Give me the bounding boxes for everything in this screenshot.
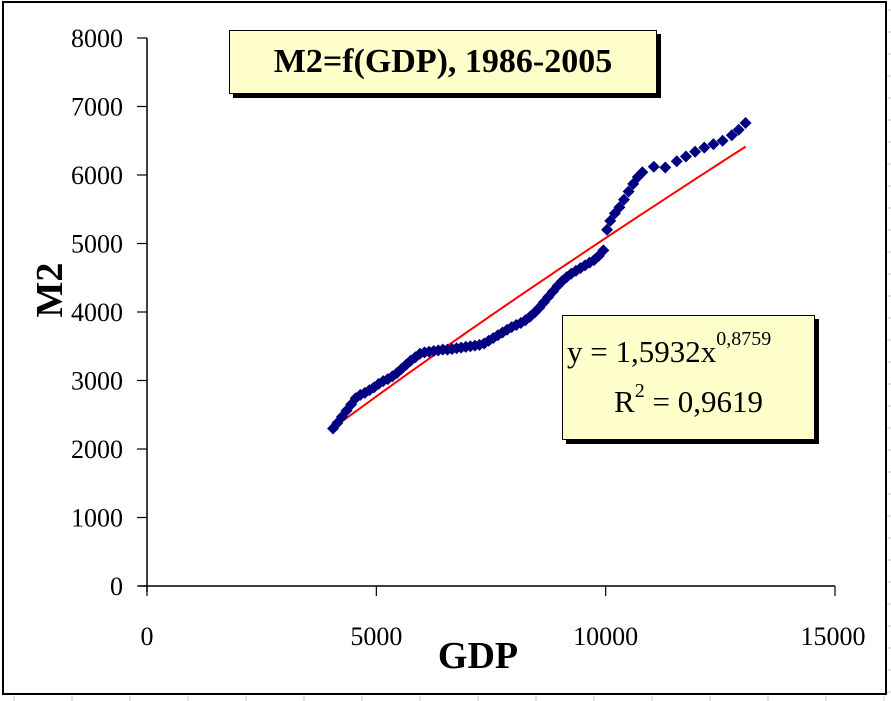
- spreadsheet-gridline-edge: [887, 9, 891, 693]
- equation-main: y = 1,5932x: [567, 334, 717, 369]
- chart-title: M2=f(GDP), 1986-2005: [229, 30, 657, 94]
- x-tick-label: 0: [141, 622, 154, 651]
- r2-label: R: [614, 384, 635, 419]
- data-point: [659, 161, 672, 174]
- data-point: [679, 150, 692, 163]
- r2-exponent: 2: [634, 380, 645, 402]
- y-tick-label: 8000: [71, 24, 123, 53]
- x-tick-label: 10000: [573, 622, 638, 651]
- y-tick-label: 1000: [71, 504, 123, 533]
- x-tick-label: 15000: [801, 622, 866, 651]
- y-tick-label: 4000: [71, 298, 123, 327]
- axes: [139, 38, 835, 592]
- y-tick-label: 7000: [71, 93, 123, 122]
- data-point: [647, 160, 660, 173]
- data-point: [698, 141, 711, 154]
- data-point: [618, 193, 631, 206]
- y-axis-label: M2: [29, 263, 71, 318]
- y-tick-label: 5000: [71, 230, 123, 259]
- data-point: [597, 244, 610, 257]
- trendline-equation-box: y = 1,5932x0,8759 R2 = 0,9619: [562, 315, 815, 440]
- data-point: [613, 201, 626, 214]
- y-tick-label: 3000: [71, 367, 123, 396]
- trendline: [332, 145, 747, 430]
- data-point: [601, 223, 614, 236]
- trendline-equation: y = 1,5932x0,8759: [567, 328, 771, 370]
- data-point: [670, 155, 683, 168]
- r2-value: = 0,9619: [644, 384, 763, 419]
- y-tick-label: 0: [110, 572, 123, 601]
- data-point: [636, 166, 649, 179]
- data-point: [739, 116, 752, 129]
- trendline-path: [332, 145, 747, 430]
- chart-title-text: M2=f(GDP), 1986-2005: [273, 43, 613, 80]
- data-point: [732, 123, 745, 136]
- equation-exponent: 0,8759: [716, 328, 772, 350]
- data-point: [707, 138, 720, 151]
- data-points: [326, 116, 752, 435]
- y-tick-label: 6000: [71, 161, 123, 190]
- x-axis-ticks: 0 5000 10000 15000: [141, 586, 866, 651]
- data-point: [716, 134, 729, 147]
- x-tick-label: 5000: [350, 622, 402, 651]
- data-point: [725, 129, 738, 142]
- data-point: [622, 185, 635, 198]
- data-point: [604, 214, 617, 227]
- data-point: [689, 145, 702, 158]
- y-axis-ticks: 0 1000 2000 3000 4000 5000 6000 7000 8000: [71, 24, 147, 601]
- x-axis-label: GDP: [438, 635, 518, 677]
- spreadsheet-gridline-edge: [13, 696, 885, 701]
- r-squared: R2 = 0,9619: [563, 380, 814, 420]
- y-tick-label: 2000: [71, 435, 123, 464]
